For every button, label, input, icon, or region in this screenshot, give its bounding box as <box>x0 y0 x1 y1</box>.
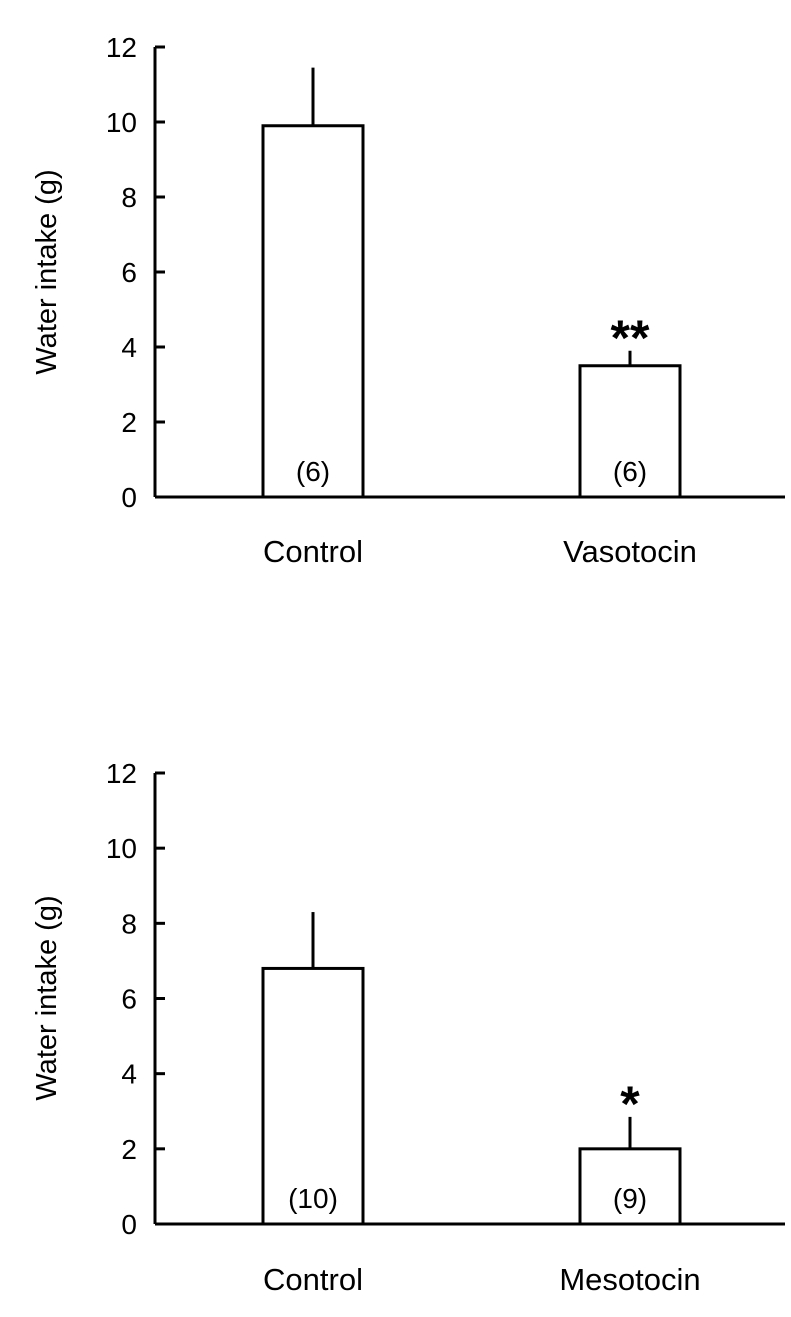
x-category-label: Vasotocin <box>563 534 697 569</box>
x-category-label: Mesotocin <box>559 1262 700 1297</box>
y-axis-label: Water intake (g) <box>31 169 63 374</box>
significance-marker: ** <box>611 310 650 366</box>
x-category-label: Control <box>263 1262 363 1297</box>
bar-mesotocin <box>578 1147 682 1226</box>
bar-n-label: (6) <box>296 456 330 487</box>
y-tick-label: 8 <box>121 908 137 939</box>
bar-n-label: (9) <box>613 1183 647 1214</box>
chart-panel-2: 0 2 4 6 8 10 12 Water intake (g) (10) Control (9) *… <box>31 758 785 1297</box>
significance-marker: * <box>620 1076 640 1132</box>
y-tick-label: 4 <box>121 1059 137 1090</box>
y-tick-label: 12 <box>106 32 137 63</box>
y-tick-label: 0 <box>121 482 137 513</box>
bar-n-label: (6) <box>613 456 647 487</box>
chart-panel-1: 0 2 4 6 8 10 12 Water intake (g) (6) Control (6) **… <box>31 32 785 569</box>
y-tick-label: 0 <box>121 1209 137 1240</box>
y-axis-label: Water intake (g) <box>31 895 63 1100</box>
x-category-label: Control <box>263 534 363 569</box>
y-tick-label: 8 <box>121 182 137 213</box>
bar-control <box>261 966 365 1226</box>
bar-control <box>261 124 365 499</box>
bar-n-label: (10) <box>288 1183 338 1214</box>
y-tick-label: 4 <box>121 332 137 363</box>
bar-vasotocin <box>578 364 682 499</box>
y-tick-label: 12 <box>106 758 137 789</box>
y-tick-label: 6 <box>121 257 137 288</box>
y-tick-label: 6 <box>121 984 137 1015</box>
y-tick-label: 2 <box>121 1134 137 1165</box>
y-tick-label: 10 <box>106 107 137 138</box>
y-tick-label: 10 <box>106 833 137 864</box>
y-tick-label: 2 <box>121 407 137 438</box>
